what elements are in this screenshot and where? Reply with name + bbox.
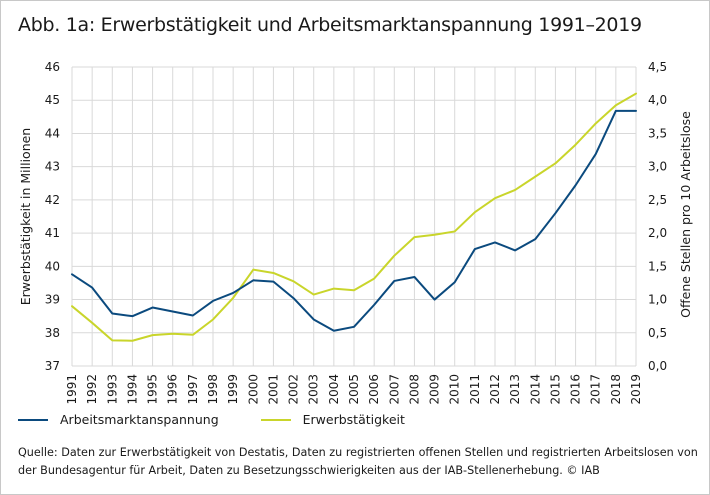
- right-axis-label: Offene Stellen pro 10 Arbeitslose: [678, 111, 693, 318]
- left-tick-label: 39: [45, 293, 60, 307]
- legend-swatch-arbeitsmarktanspannung: [18, 418, 48, 421]
- left-axis-ticks: 37 38 39 40 41 42 43 44 45 46: [45, 60, 60, 373]
- x-tick-label: 1995: [146, 374, 160, 405]
- right-tick-label: 2,0: [648, 226, 667, 240]
- x-tick-label: 1997: [186, 374, 200, 405]
- right-tick-label: 0,5: [648, 326, 667, 340]
- x-axis-ticks: 1991 1992 1993 1994 1995 1996 1997 1998 1999 2000…: [65, 374, 643, 405]
- left-axis-label: Erwerbstätigkeit in Millionen: [18, 128, 33, 305]
- left-tick-label: 41: [45, 226, 60, 240]
- legend-label-arbeitsmarktanspannung: Arbeitsmarktanspannung: [60, 412, 219, 427]
- legend-item-arbeitsmarktanspannung: Arbeitsmarktanspannung: [18, 412, 219, 427]
- x-tick-label: 2019: [629, 374, 643, 405]
- x-tick-label: 2009: [428, 374, 442, 405]
- series-line-erwerbstaetigkeit: [71, 92, 637, 342]
- legend: Arbeitsmarktanspannung Erwerbstätigkeit: [18, 412, 447, 427]
- series-lines: [71, 92, 637, 342]
- x-tick-label: 2018: [609, 374, 623, 405]
- legend-swatch-erwerbstaetigkeit: [260, 418, 291, 421]
- x-tick-label: 1994: [125, 374, 139, 405]
- x-tick-label: 2013: [508, 374, 522, 405]
- x-tick-label: 1991: [65, 374, 79, 405]
- x-tick-label: 1993: [105, 374, 119, 405]
- x-tick-label: 2012: [488, 374, 502, 405]
- right-tick-label: 2,5: [648, 193, 667, 207]
- x-tick-label: 1996: [166, 374, 180, 405]
- left-tick-label: 42: [45, 193, 60, 207]
- series-line-arbeitsmarktanspannung: [71, 109, 637, 332]
- right-tick-label: 0,0: [648, 359, 667, 373]
- left-tick-label: 45: [45, 93, 60, 107]
- right-tick-label: 4,0: [648, 93, 667, 107]
- x-tick-label: 2015: [548, 374, 562, 405]
- x-tick-label: 1999: [226, 374, 240, 405]
- left-tick-label: 44: [45, 126, 60, 140]
- left-tick-label: 43: [45, 160, 60, 174]
- x-tick-label: 2007: [387, 374, 401, 405]
- left-tick-label: 46: [45, 60, 60, 74]
- right-tick-label: 3,5: [648, 126, 667, 140]
- right-tick-label: 4,5: [648, 60, 667, 74]
- x-tick-label: 2001: [266, 374, 280, 405]
- x-tick-label: 2014: [528, 374, 542, 405]
- x-tick-label: 2005: [347, 374, 361, 405]
- grid: [71, 66, 637, 367]
- x-tick-label: 2011: [468, 374, 482, 405]
- right-tick-label: 1,5: [648, 259, 667, 273]
- source-note: Quelle: Daten zur Erwerbstätigkeit von D…: [18, 446, 698, 477]
- x-tick-label: 2010: [448, 374, 462, 405]
- x-tick-label: 2016: [569, 374, 583, 405]
- right-tick-label: 1,0: [648, 293, 667, 307]
- line-chart: 37 38 39 40 41 42 43 44 45 46 0,0 0,5 1,0 1,5 2,0 2,5 3…: [18, 60, 693, 405]
- x-tick-label: 1998: [206, 374, 220, 405]
- x-tick-label: 2004: [327, 374, 341, 405]
- legend-item-erwerbstaetigkeit: Erwerbstätigkeit: [260, 412, 405, 427]
- x-tick-label: 2002: [287, 374, 301, 405]
- x-tick-label: 1992: [85, 374, 99, 405]
- right-tick-label: 3,0: [648, 160, 667, 174]
- x-tick-label: 2017: [589, 374, 603, 405]
- left-tick-label: 38: [45, 326, 60, 340]
- x-tick-label: 2003: [307, 374, 321, 405]
- chart-title: Abb. 1a: Erwerbstätigkeit und Arbeitsmar…: [18, 14, 642, 36]
- left-tick-label: 37: [45, 359, 60, 373]
- x-tick-label: 2006: [367, 374, 381, 405]
- x-tick-label: 2000: [246, 374, 260, 405]
- legend-label-erwerbstaetigkeit: Erwerbstätigkeit: [302, 412, 405, 427]
- x-tick-label: 2008: [407, 374, 421, 405]
- right-axis-ticks: 0,0 0,5 1,0 1,5 2,0 2,5 3,0 3,5 4,0 4,5: [648, 60, 667, 373]
- left-tick-label: 40: [45, 259, 60, 273]
